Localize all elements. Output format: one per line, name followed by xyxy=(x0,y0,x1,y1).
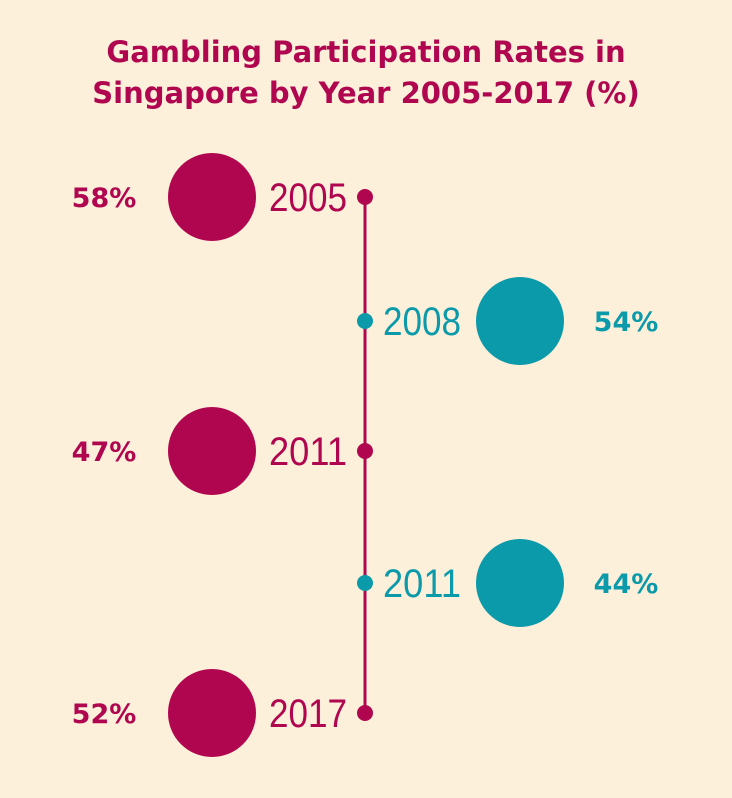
value-label: 44% xyxy=(594,569,659,600)
year-label: 2011 xyxy=(383,562,461,606)
value-label: 47% xyxy=(72,437,137,468)
value-label: 58% xyxy=(72,183,137,214)
value-bubble xyxy=(168,407,256,495)
year-label: 2017 xyxy=(269,692,347,736)
timeline-node xyxy=(357,705,373,721)
timeline-node xyxy=(357,575,373,591)
value-bubble xyxy=(476,277,564,365)
value-bubble xyxy=(168,153,256,241)
year-label: 2011 xyxy=(269,430,347,474)
timeline-node xyxy=(357,313,373,329)
chart-title-line-2: Singapore by Year 2005-2017 (%) xyxy=(92,76,640,110)
value-label: 52% xyxy=(72,699,137,730)
value-bubble xyxy=(168,669,256,757)
timeline-node xyxy=(357,443,373,459)
timeline-node xyxy=(357,189,373,205)
year-label: 2008 xyxy=(383,300,461,344)
year-label: 2005 xyxy=(269,176,347,220)
value-bubble xyxy=(476,539,564,627)
chart-title: Gambling Participation Rates in Singapor… xyxy=(0,32,732,114)
chart-title-line-1: Gambling Participation Rates in xyxy=(106,35,626,69)
value-label: 54% xyxy=(594,307,659,338)
